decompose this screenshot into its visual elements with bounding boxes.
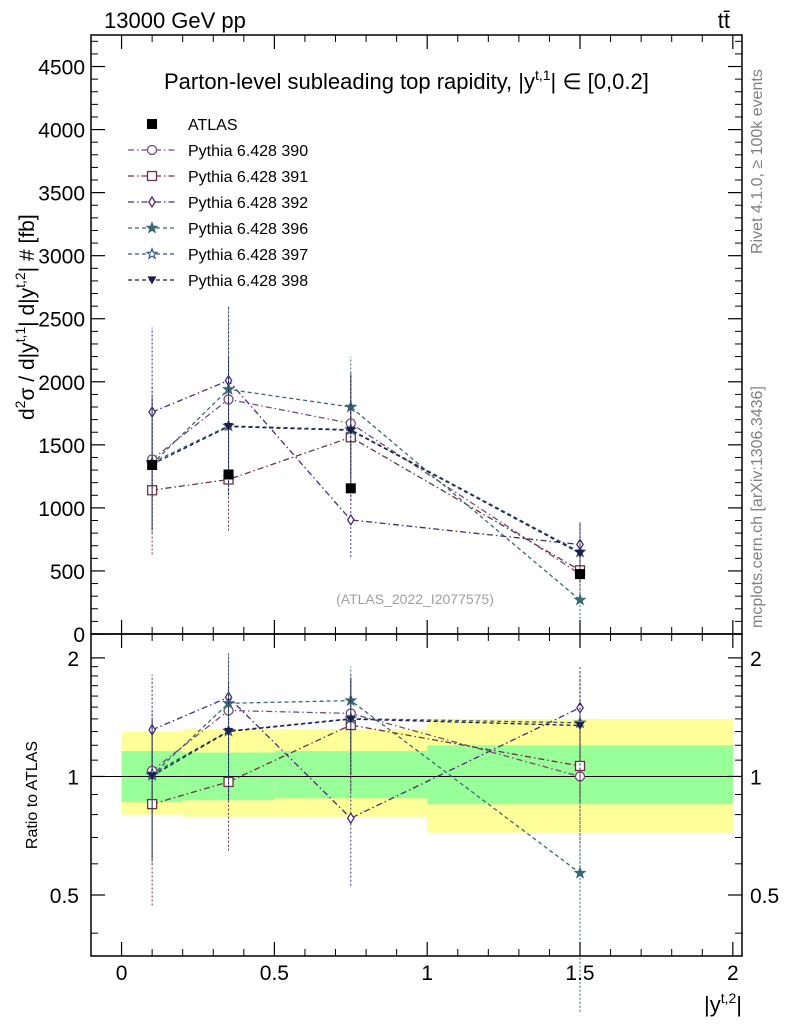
data-point-0 (147, 460, 158, 471)
data-point-2 (345, 483, 356, 494)
legend-label-6: Pythia 6.428 398 (188, 273, 308, 290)
ratio-tick-label-1: 1 (67, 766, 79, 789)
data-point-3 (575, 569, 586, 580)
ratio-plot (145, 653, 587, 1012)
ratio-tick-label-right-0: 0.5 (750, 885, 779, 908)
x-tick-label-0: 0 (116, 962, 128, 985)
ratio-point-3-3 (573, 866, 587, 879)
ratio-series-5 (147, 672, 585, 859)
series-0 (146, 325, 586, 599)
series-line-1 (152, 436, 581, 571)
header-right-label: tt̄ (718, 8, 730, 33)
series-3 (145, 306, 587, 619)
series-line-5 (151, 425, 581, 554)
y-tick-label-1: 500 (50, 561, 85, 584)
legend-marker-5 (145, 247, 159, 260)
legend-label-1: Pythia 6.428 390 (188, 143, 308, 160)
y-tick-label-9: 4500 (38, 57, 85, 80)
ratio-tick-label-right-1: 1 (750, 766, 762, 789)
data-series (147, 460, 586, 580)
ratio-plot-frame (90, 633, 743, 957)
legend-label-4: Pythia 6.428 396 (188, 221, 308, 238)
series-point-5-1 (224, 422, 234, 432)
ratio-line-3 (151, 699, 581, 874)
ratio-point-5-3 (575, 721, 585, 730)
y-axis-label: d2σ / d|yt,1| d|yt,2| # [fb] (12, 214, 39, 420)
y-tick-label-4: 2000 (38, 372, 85, 395)
series-line-4 (151, 425, 581, 553)
ratio-line-0 (151, 709, 581, 778)
legend: ATLAS Pythia 6.428 390 Pythia 6.428 391 Pyt… (128, 117, 308, 290)
chart-title: Parton-level subleading top rapidity, |y… (164, 67, 649, 94)
series-point-2-2 (346, 513, 355, 527)
ratio-point-2-2 (346, 812, 355, 825)
legend-label-2: Pythia 6.428 391 (188, 169, 308, 186)
y-tick-label-6: 3000 (38, 246, 85, 269)
legend-marker-3 (148, 195, 156, 209)
y-tick-label-8: 4000 (38, 120, 85, 143)
y-tick-label-0: 0 (73, 624, 85, 647)
legend-marker-6 (147, 276, 157, 285)
ratio-tick-label-2: 2 (67, 648, 79, 671)
ratio-line-2 (151, 696, 581, 819)
legend-marker-0 (147, 119, 157, 129)
series-4 (145, 357, 587, 582)
legend-marker-4 (145, 221, 159, 234)
series-line-3 (151, 388, 581, 601)
x-tick-label-2: 1 (421, 962, 433, 985)
ratio-tick-label-0: 0.5 (50, 885, 79, 908)
ratio-point-5-2 (346, 715, 356, 724)
ratio-bands (91, 718, 742, 833)
ratio-point-5-0 (147, 772, 157, 781)
series-point-5-3 (575, 549, 585, 558)
header-left-label: 13000 GeV pp (104, 8, 246, 33)
legend-label-0: ATLAS (188, 117, 238, 134)
series-line-2 (151, 379, 581, 546)
series-point-3-3 (573, 593, 587, 606)
main-plot (145, 306, 587, 619)
analysis-watermark: (ATLAS_2022_I2077575) (336, 591, 494, 607)
mcplots-label: mcplots.cern.ch [arXiv:1306.3436] (749, 386, 766, 628)
ratio-point-5-1 (224, 727, 234, 737)
series-1 (146, 374, 586, 594)
y-tick-label-3: 1500 (38, 435, 85, 458)
x-tick-label-1: 0.5 (260, 962, 289, 985)
legend-marker-2 (146, 170, 158, 182)
axes: 0 500 1000 1500 2000 2500 3000 3500 4000 4500 0 0.5… (38, 35, 779, 985)
x-axis-label: |yt,2| (704, 990, 742, 1017)
x-tick-label-3: 1.5 (565, 962, 594, 985)
ratio-line-5 (151, 718, 581, 777)
legend-label-3: Pythia 6.428 392 (188, 195, 308, 212)
y-tick-label-5: 2500 (38, 309, 85, 332)
x-tick-label-4: 2 (727, 962, 739, 985)
legend-label-5: Pythia 6.428 397 (188, 247, 308, 264)
y-tick-label-2: 1000 (38, 498, 85, 521)
data-point-1 (223, 469, 234, 480)
y-tick-label-7: 3500 (38, 183, 85, 206)
series-point-5-2 (346, 426, 356, 435)
ratio-tick-label-right-2: 2 (750, 648, 762, 671)
ratio-y-axis-label: Ratio to ATLAS (24, 741, 41, 849)
legend-marker-1 (146, 144, 158, 156)
series-line-0 (151, 398, 581, 575)
rivet-version-label: Rivet 4.1.0, ≥ 100k events (749, 69, 766, 254)
